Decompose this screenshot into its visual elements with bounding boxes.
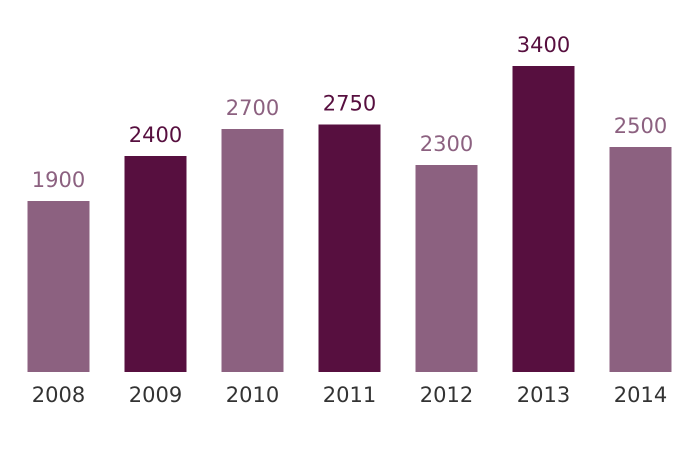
x-tick-label: 2011 xyxy=(323,383,376,407)
bar xyxy=(221,129,284,372)
x-tick-label: 2010 xyxy=(226,383,279,407)
x-tick-label: 2013 xyxy=(517,383,570,407)
bar xyxy=(124,156,187,372)
value-label: 2400 xyxy=(129,123,182,147)
value-label: 1900 xyxy=(32,168,85,192)
x-tick-label: 2012 xyxy=(420,383,473,407)
bar xyxy=(512,66,575,372)
value-label: 2500 xyxy=(614,114,667,138)
value-label: 3400 xyxy=(517,33,570,57)
x-tick-label: 2014 xyxy=(614,383,667,407)
bar xyxy=(415,165,478,372)
x-tick-label: 2009 xyxy=(129,383,182,407)
bar xyxy=(318,124,381,372)
value-label: 2700 xyxy=(226,96,279,120)
value-label: 2300 xyxy=(420,132,473,156)
bar xyxy=(609,147,672,372)
bar xyxy=(27,201,90,372)
value-label: 2750 xyxy=(323,92,376,116)
x-tick-label: 2008 xyxy=(32,383,85,407)
